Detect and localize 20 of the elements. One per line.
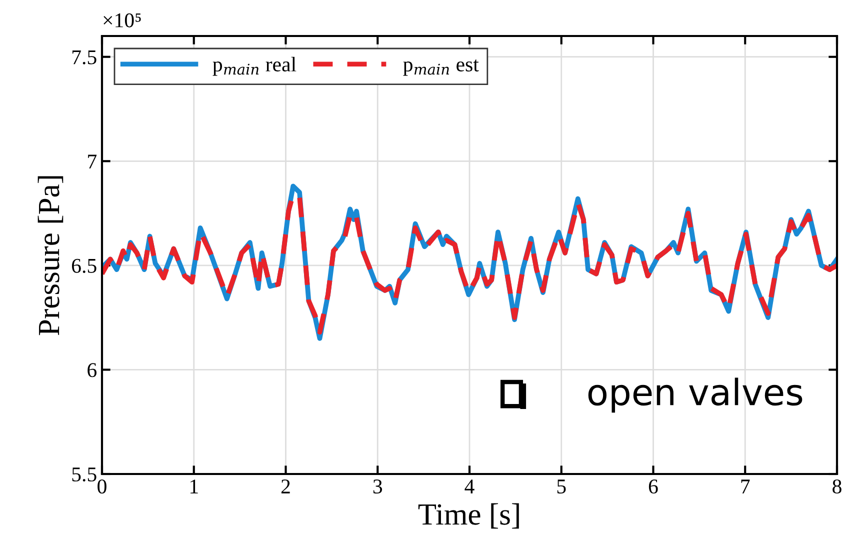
y-tick-label: 6: [88, 363, 97, 378]
x-tick-label: 1: [190, 480, 198, 494]
y-tick-label: 7: [88, 154, 97, 168]
annotation: open valves: [588, 378, 802, 413]
y-tick-label: 5.5: [72, 468, 96, 482]
x-tick-label: 0: [98, 479, 106, 494]
x-axis-title: Time [s]: [418, 503, 519, 529]
x-tick-label: 2: [281, 480, 290, 494]
x-tick-label: 5: [557, 480, 566, 494]
x-tick-label: 3: [373, 480, 382, 494]
y-axis-title: Pressure [Pa]: [38, 176, 64, 336]
x-tick-label: 8: [832, 479, 842, 494]
x-tick-label: 6: [648, 480, 658, 494]
text: ×10⁵: [104, 13, 141, 28]
y-tick-label: 6.5: [72, 258, 96, 273]
x-tick-label: 4: [464, 480, 474, 494]
y-tick-label: 7.5: [72, 50, 96, 64]
legend-label: p$_{main}$ est: [403, 60, 479, 76]
legend-label: p$_{main}$ real: [212, 56, 296, 76]
x-tick-label: 7: [741, 480, 750, 494]
